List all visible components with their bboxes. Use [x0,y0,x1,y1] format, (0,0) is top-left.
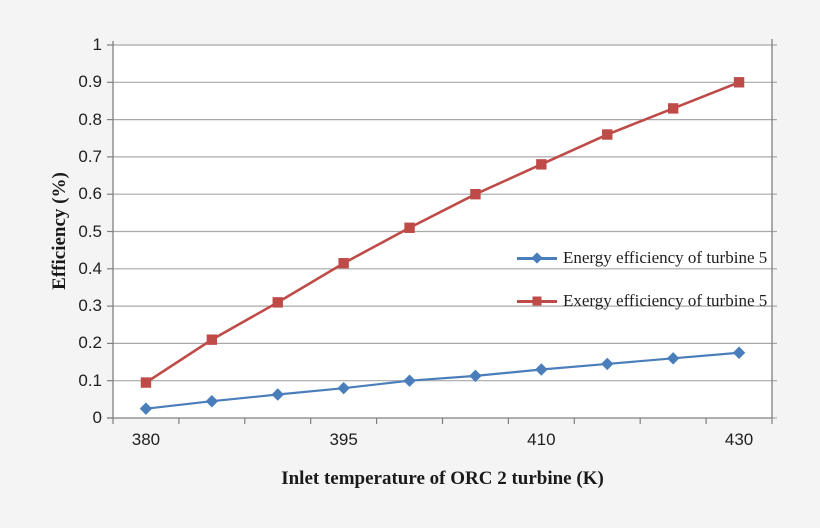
square-data-point-marker [602,129,613,140]
x-axis-title: Inlet temperature of ORC 2 turbine (K) [281,468,604,489]
y-axis-title: Efficiency (%) [49,172,70,290]
energy-series-line-swatch [517,252,557,264]
square-data-point-marker [470,189,481,200]
y-tick-label: 0.7 [78,146,102,166]
diamond-data-point-marker [205,394,219,408]
square-data-point-marker [733,77,745,88]
x-tick-label: 430 [724,430,754,449]
diamond-data-point-marker [535,363,548,376]
square-data-point-marker [404,222,415,233]
y-tick-label: 0.8 [78,109,102,129]
legend-entry-exergy: Exergy efficiency of turbine 5 [517,290,767,312]
y-tick-label: 0.4 [78,258,102,278]
diamond-data-point-marker [139,402,153,415]
exergy-series-line-swatch [517,296,557,306]
diamond-marker-icon [531,252,543,264]
y-tick-label: 0.1 [78,370,102,390]
energy-series-line [145,351,740,410]
exergy-series-line [145,81,740,384]
square-data-point-marker [140,377,152,388]
x-tick-label: 410 [527,430,556,449]
y-tick-label: 0.2 [78,333,102,353]
square-data-point-marker [536,159,547,170]
diamond-data-point-marker [469,369,482,383]
square-data-point-marker [206,334,218,345]
legend-label-exergy: Exergy efficiency of turbine 5 [563,291,768,310]
square-data-point-marker [272,297,283,308]
square-data-point-marker [667,103,679,114]
y-tick-label: 1 [92,35,102,54]
y-tick-label: 0.3 [78,296,102,316]
y-tick-label: 0.9 [78,72,102,92]
y-tick-label: 0.5 [78,221,102,241]
y-tick-label: 0 [92,408,102,427]
x-tick-label: 395 [329,430,358,449]
x-tick-label: 380 [131,430,161,449]
square-data-point-marker [338,258,349,269]
y-tick-label: 0.6 [78,184,102,204]
legend-entry-energy: Energy efficiency of turbine 5 [517,247,767,269]
square-marker-icon [532,296,542,306]
legend-label-energy: Energy efficiency of turbine 5 [563,248,768,267]
diamond-data-point-marker [337,381,350,395]
diamond-data-point-marker [271,388,284,401]
